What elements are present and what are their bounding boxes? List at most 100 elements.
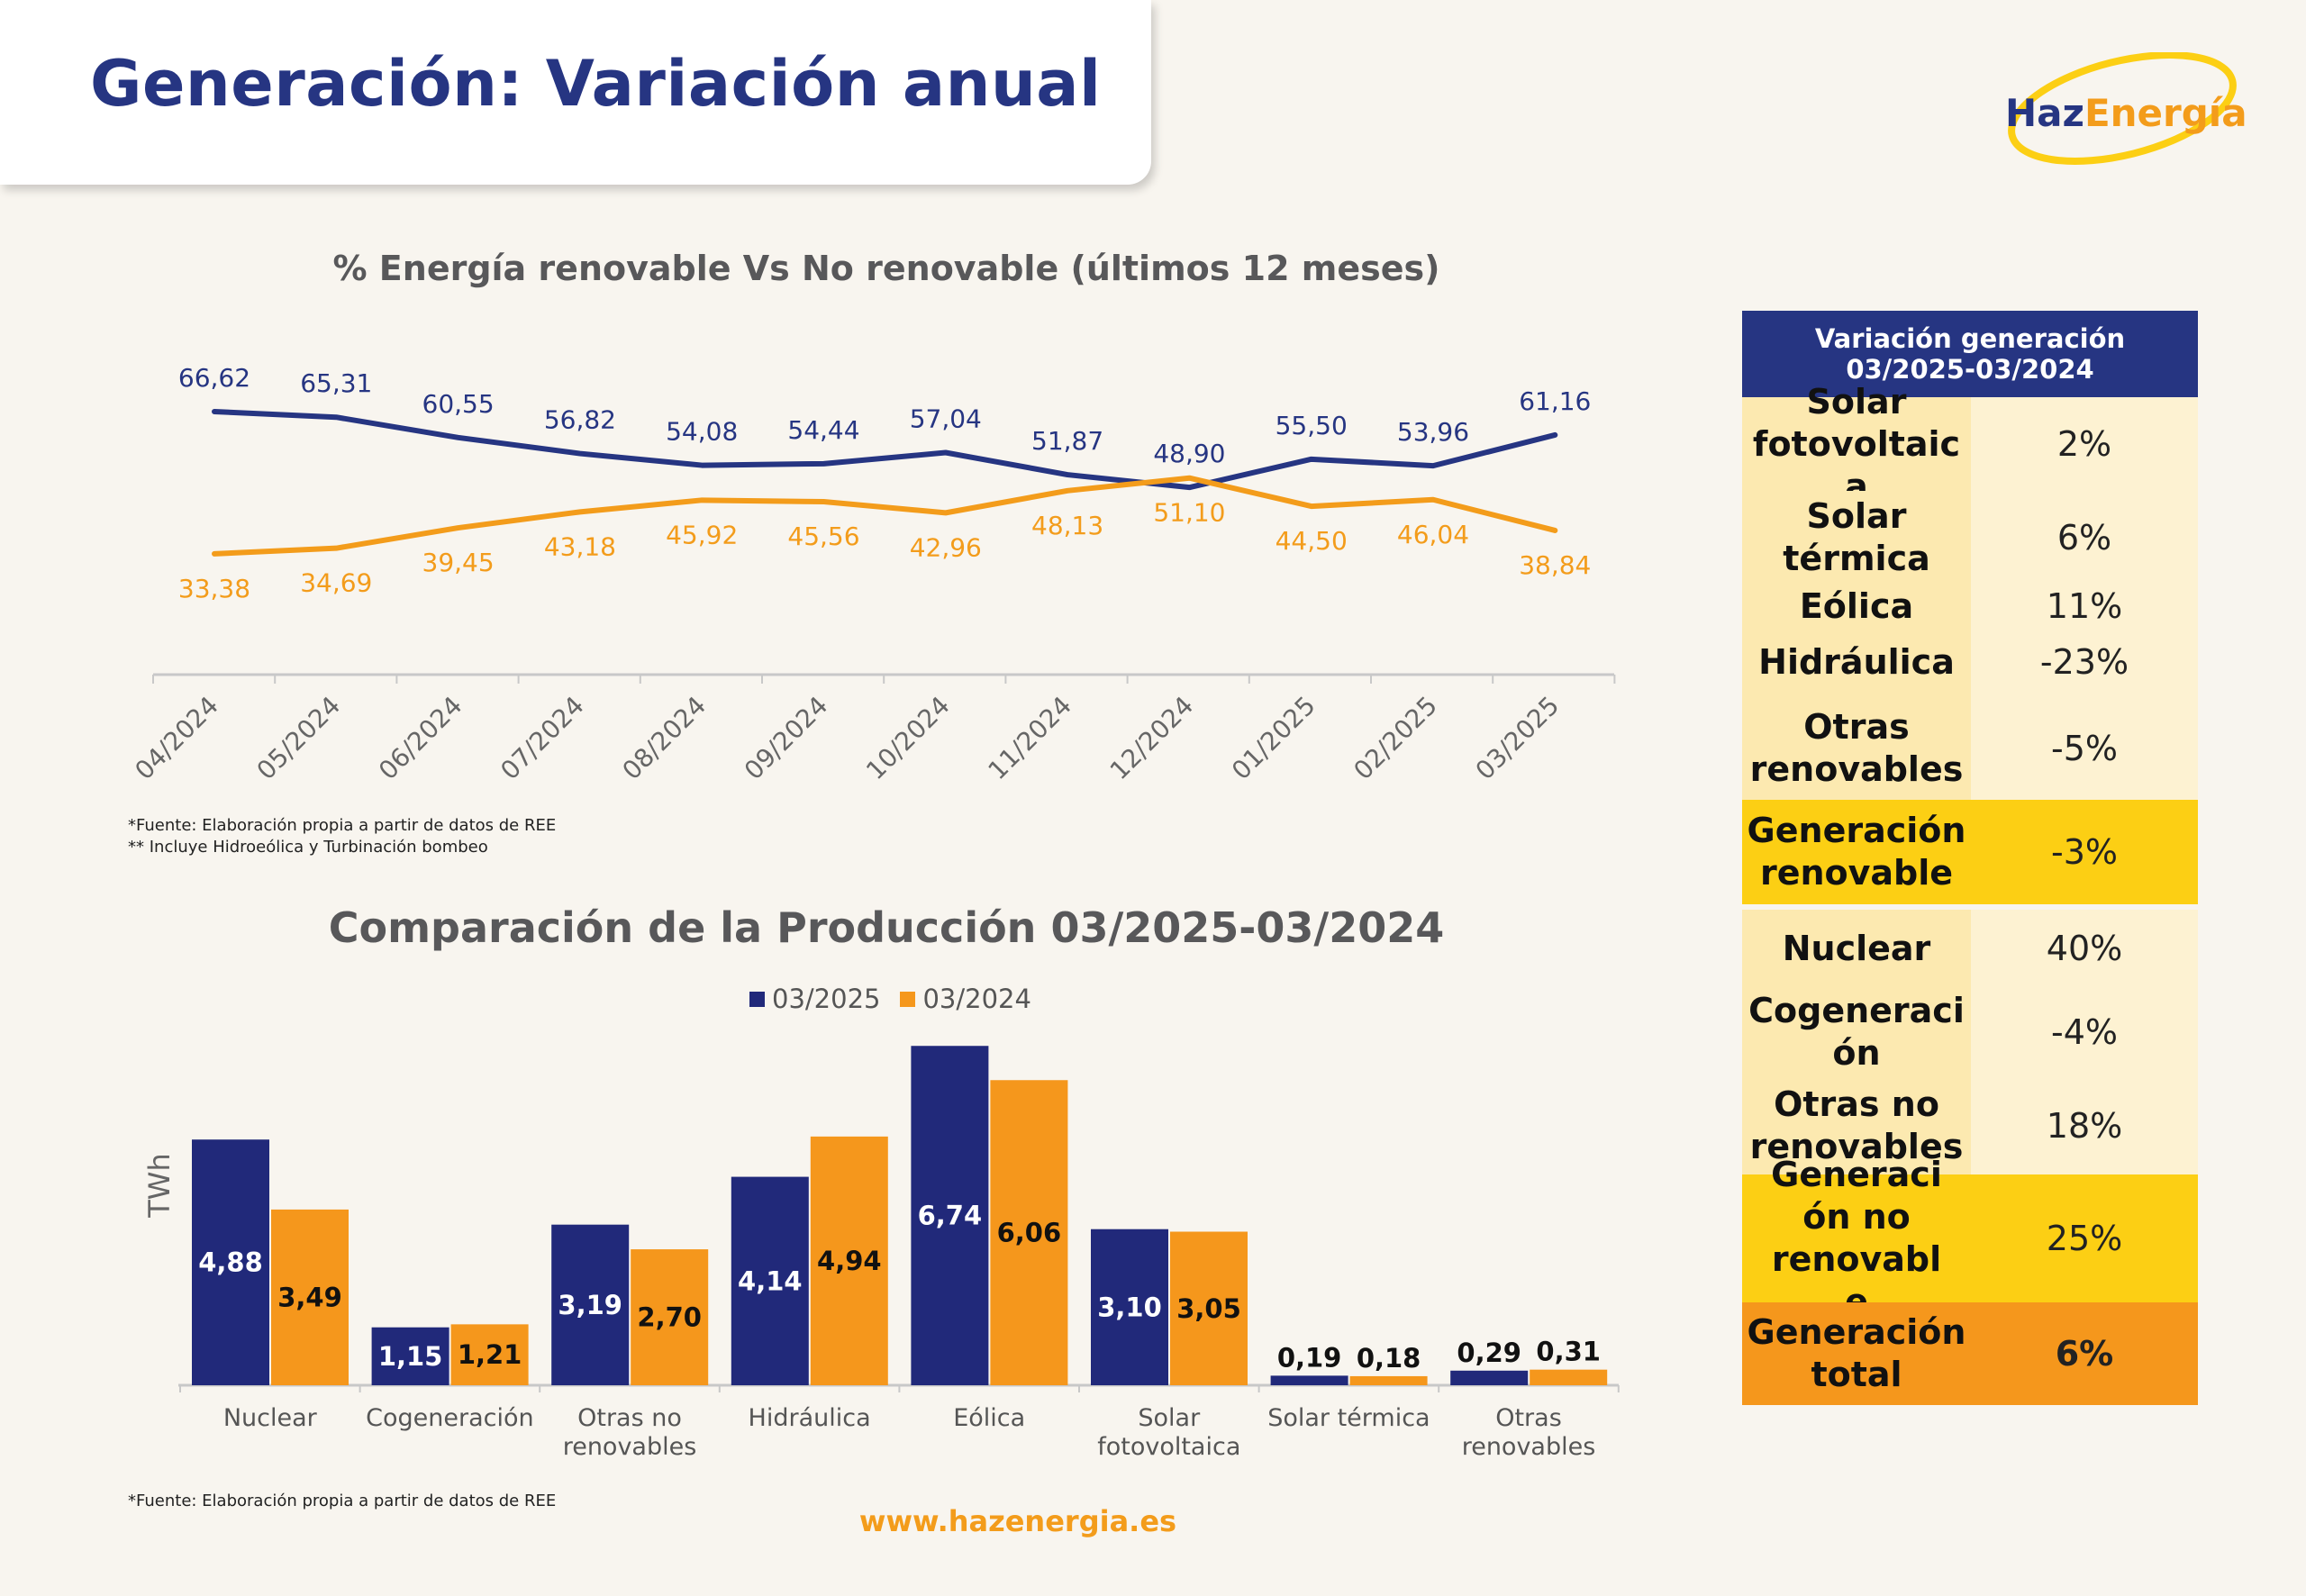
variation-row-value: -4%	[1971, 987, 2198, 1077]
line-point	[213, 410, 216, 413]
bar-category-label: Nuclear	[223, 1404, 318, 1432]
variation-row-value: 6%	[1971, 491, 2198, 585]
line-chart-footnote: ** Incluye Hidroeólica y Turbinación bom…	[128, 838, 488, 857]
line-data-label: 48,13	[1031, 511, 1103, 540]
bar-data-label: 1,15	[378, 1341, 443, 1372]
variation-row-label: Generación total	[1742, 1302, 1971, 1405]
bar-data-label: 0,19	[1277, 1342, 1342, 1373]
bar-category-label: Otras no	[577, 1404, 682, 1432]
line-point	[1187, 485, 1192, 490]
line-point	[943, 450, 948, 455]
variation-row-value: -3%	[1971, 800, 2198, 904]
bar-data-label: 6,06	[997, 1218, 1062, 1248]
line-data-label: 42,96	[910, 532, 982, 562]
line-data-label: 65,31	[300, 368, 372, 398]
hazenergia-logo: HazEnergía	[2005, 52, 2247, 165]
bar-2025	[1091, 1229, 1168, 1385]
bar-category-label: Eólica	[953, 1404, 1025, 1432]
variation-row-label: Solar fotovoltaica	[1742, 382, 1971, 506]
bar-2025	[192, 1139, 269, 1385]
line-point	[943, 511, 948, 515]
bar-chart-legend: 03/2025 03/2024	[749, 984, 1031, 1014]
line-data-label: 45,92	[666, 520, 738, 549]
bar-category-label: renovables	[563, 1433, 697, 1461]
variation-row-value: 25%	[1971, 1174, 2198, 1302]
line-data-label: 60,55	[422, 389, 495, 419]
bar-chart-y-axis-label: TWh	[142, 1153, 177, 1218]
bar-2024	[1530, 1369, 1608, 1385]
bar-2024	[990, 1080, 1068, 1385]
line-data-label: 38,84	[1519, 550, 1591, 580]
line-point	[822, 461, 826, 466]
line-point	[456, 526, 460, 530]
line-point	[1309, 504, 1313, 509]
variation-row-otras-no-renovables: Otras no renovables 18%	[1742, 1077, 2198, 1174]
bar-category-label: Cogeneración	[366, 1404, 533, 1432]
bar-data-label: 3,05	[1176, 1293, 1241, 1324]
line-point	[577, 510, 582, 514]
line-point	[1553, 432, 1557, 437]
page-title: Generación: Variación anual	[90, 47, 1102, 121]
variation-row-label: Generación no renovable	[1742, 1155, 1971, 1321]
bar-data-label: 6,74	[918, 1201, 983, 1231]
bar-2025	[1450, 1370, 1529, 1385]
line-point	[1066, 473, 1070, 477]
line-data-label: 45,56	[787, 521, 859, 551]
legend-label-2024: 03/2024	[922, 984, 1031, 1014]
bar-category-label: Solar térmica	[1267, 1404, 1430, 1432]
variation-table-header: Variación generación 03/2025-03/2024	[1742, 311, 2198, 397]
line-chart-source-note: *Fuente: Elaboración propia a partir de …	[128, 816, 557, 835]
line-point	[456, 435, 460, 440]
bar-data-label: 4,88	[198, 1247, 263, 1278]
variation-row-value: 2%	[1971, 397, 2198, 491]
bar-data-label: 0,31	[1536, 1337, 1601, 1367]
line-chart-title: % Energía renovable Vs No renovable (últ…	[332, 249, 1440, 288]
legend-swatch-2025	[749, 991, 765, 1007]
variation-header-line2: 03/2025-03/2024	[1846, 354, 2094, 385]
bar-chart-source-note: *Fuente: Elaboración propia a partir de …	[128, 1492, 557, 1510]
line-data-label: 34,69	[300, 568, 372, 598]
line-data-label: 51,87	[1031, 426, 1103, 456]
line-data-label: 55,50	[1276, 411, 1348, 440]
variation-row-generacion-renovable: Generación renovable -3%	[1742, 800, 2198, 904]
variation-row-label: Solar térmica	[1742, 491, 1971, 585]
variation-row-nuclear: Nuclear 40%	[1742, 910, 2198, 987]
logo-text-haz: Haz	[2005, 91, 2084, 135]
bar-category-label: Otras	[1495, 1404, 1562, 1432]
variation-row-value: 6%	[1971, 1302, 2198, 1405]
bar-2024	[271, 1209, 349, 1385]
line-point	[334, 415, 339, 420]
line-chart: 04/2024 05/2024 06/2024 07/2024 08/2024 09/20…	[129, 363, 1616, 785]
bar-2024	[810, 1136, 888, 1385]
line-point	[1309, 457, 1313, 461]
line-data-label: 46,04	[1397, 520, 1469, 549]
line-data-label: 54,44	[787, 415, 859, 445]
variation-row-label: Hidráulica	[1742, 628, 1971, 696]
line-point	[700, 463, 704, 467]
bar-category-label: renovables	[1462, 1433, 1596, 1461]
no-renovable-series-line	[212, 475, 1558, 557]
bar-data-label: 4,94	[817, 1246, 882, 1276]
bar-category-label: Hidráulica	[749, 1404, 871, 1432]
line-data-label: 57,04	[910, 404, 982, 434]
variation-row-value: 40%	[1971, 910, 2198, 987]
variation-row-solar-fotovoltaica: Solar fotovoltaica 2%	[1742, 382, 2198, 506]
variation-table: Variación generación 03/2025-03/2024 Sol…	[1742, 311, 2198, 1405]
bar-data-label: 1,21	[458, 1339, 522, 1370]
variation-row-label: Nuclear	[1742, 910, 1971, 987]
line-point	[1553, 528, 1557, 532]
line-data-label: 33,38	[178, 574, 250, 603]
line-data-label: 66,62	[178, 363, 250, 393]
bar-data-label: 0,18	[1357, 1343, 1421, 1374]
bar-data-label: 3,19	[558, 1290, 622, 1320]
bar-data-label: 4,14	[738, 1265, 803, 1296]
line-data-label: 39,45	[422, 548, 495, 577]
variation-row-otras-renovables: Otras renovables -5%	[1742, 696, 2198, 800]
line-data-label: 53,96	[1397, 417, 1469, 447]
line-point	[1187, 476, 1192, 480]
bar-2025	[911, 1046, 989, 1385]
bar-2024	[1170, 1231, 1248, 1385]
variation-row-generacion-no-renovable: Generación no renovable 25%	[1742, 1155, 2198, 1321]
line-point	[1431, 464, 1435, 468]
line-point	[577, 451, 582, 456]
